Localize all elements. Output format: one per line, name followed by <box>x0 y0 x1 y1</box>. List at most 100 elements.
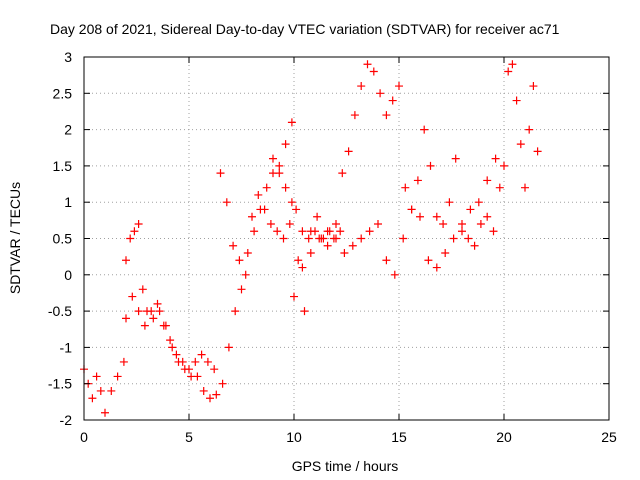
data-point <box>332 219 340 228</box>
data-point <box>489 227 498 236</box>
data-point <box>96 386 105 395</box>
data-point <box>237 285 246 294</box>
data-point <box>432 212 441 221</box>
data-point <box>266 219 275 228</box>
data-point <box>92 372 101 381</box>
marks-layer <box>80 60 542 417</box>
data-point <box>292 205 301 214</box>
data-point <box>147 307 156 316</box>
x-tick-label: 20 <box>496 429 512 445</box>
data-point <box>273 227 282 236</box>
data-point <box>119 357 128 366</box>
data-point <box>313 212 322 221</box>
data-point <box>275 161 284 170</box>
data-point <box>248 212 256 221</box>
data-point <box>178 357 187 366</box>
data-point <box>504 67 513 76</box>
data-point <box>483 212 492 221</box>
chart-title: Day 208 of 2021, Sidereal Day-to-day VTE… <box>50 21 560 37</box>
y-tick-label: -1 <box>60 339 73 355</box>
data-point <box>126 234 135 243</box>
data-point <box>294 256 303 265</box>
data-point <box>500 161 508 170</box>
data-point <box>218 379 227 388</box>
data-point <box>191 357 200 366</box>
data-point <box>407 205 416 214</box>
data-point <box>122 256 130 265</box>
data-point <box>134 307 143 316</box>
data-point <box>260 205 269 214</box>
y-tick-label: 1.5 <box>53 158 73 174</box>
data-point <box>315 234 324 243</box>
data-point <box>441 249 450 258</box>
data-point <box>350 111 359 120</box>
data-point <box>262 183 271 192</box>
data-point <box>458 227 466 236</box>
data-point <box>153 299 162 308</box>
x-tick-label: 0 <box>80 429 88 445</box>
data-point <box>287 198 296 207</box>
data-point <box>298 263 307 272</box>
data-point <box>298 227 307 236</box>
data-point <box>231 307 240 316</box>
data-point <box>229 241 238 250</box>
data-point <box>529 82 538 91</box>
data-point <box>525 125 534 134</box>
data-point <box>388 96 397 105</box>
data-point <box>101 408 109 417</box>
data-point <box>445 198 454 207</box>
data-point <box>107 386 116 395</box>
data-point <box>235 256 244 265</box>
data-point <box>458 219 466 228</box>
data-point <box>172 350 181 359</box>
y-tick-label: -1.5 <box>48 376 72 392</box>
data-point <box>495 183 504 192</box>
data-point <box>185 365 193 374</box>
data-point <box>420 125 429 134</box>
data-point <box>439 219 448 228</box>
data-point <box>159 321 168 330</box>
data-point <box>464 234 473 243</box>
data-point <box>88 394 97 403</box>
data-point <box>365 227 374 236</box>
x-tick-label: 5 <box>185 429 193 445</box>
series-track-a <box>80 161 296 417</box>
data-point <box>449 234 458 243</box>
y-axis-title: SDTVAR / TECUs <box>7 182 23 294</box>
data-point <box>138 285 147 294</box>
data-point <box>323 227 332 236</box>
data-point <box>199 386 208 395</box>
data-point <box>357 82 366 91</box>
data-point <box>275 169 284 178</box>
data-point <box>216 169 225 178</box>
data-point <box>279 234 288 243</box>
data-point <box>323 241 332 250</box>
data-point <box>357 234 366 243</box>
grid-layer <box>83 56 610 421</box>
data-point <box>241 270 250 279</box>
data-point <box>281 183 290 192</box>
data-point <box>269 154 277 163</box>
data-point <box>516 140 525 149</box>
x-tick-label: 10 <box>286 429 302 445</box>
data-point <box>168 343 177 352</box>
data-point <box>369 67 378 76</box>
data-point <box>416 212 424 221</box>
data-point <box>363 60 372 69</box>
data-point <box>376 89 385 98</box>
y-tick-label: 3 <box>64 49 72 65</box>
data-point <box>250 227 259 236</box>
data-point <box>374 219 382 228</box>
data-point <box>197 350 206 359</box>
y-tick-label: 2.5 <box>53 85 73 101</box>
data-point <box>382 111 391 120</box>
data-point <box>382 256 391 265</box>
x-tick-label: 15 <box>391 429 407 445</box>
data-point <box>254 190 263 199</box>
series-track-b <box>122 169 345 374</box>
data-point <box>210 365 219 374</box>
data-point <box>336 227 345 236</box>
data-point <box>470 241 479 250</box>
x-tick-label: 25 <box>601 429 617 445</box>
data-point <box>521 183 529 192</box>
